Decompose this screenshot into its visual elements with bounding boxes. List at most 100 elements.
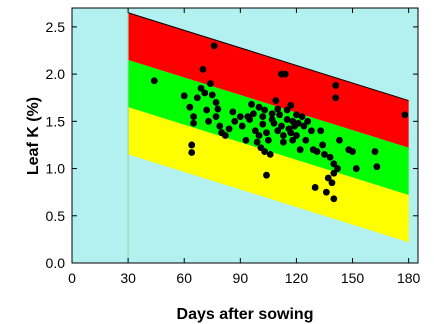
data-point	[330, 169, 338, 177]
data-point	[328, 179, 336, 187]
data-point	[190, 113, 197, 121]
data-point	[279, 132, 287, 139]
data-point	[281, 70, 289, 78]
data-point	[266, 150, 274, 158]
data-point	[250, 110, 257, 118]
data-point	[293, 111, 300, 119]
data-point	[319, 141, 327, 149]
data-point	[298, 113, 306, 121]
data-point	[261, 106, 269, 114]
data-point	[349, 148, 356, 155]
x-tick-label: 0	[68, 270, 76, 286]
data-point	[231, 117, 239, 125]
data-point	[255, 103, 263, 111]
data-point	[352, 165, 360, 172]
data-point	[278, 122, 285, 130]
data-point	[251, 127, 259, 135]
data-point	[287, 129, 295, 137]
data-point	[242, 136, 250, 144]
y-tick-label: 1.5	[46, 113, 66, 129]
y-tick-label: 1.0	[46, 161, 66, 177]
data-point	[259, 113, 267, 121]
data-point	[294, 119, 302, 127]
data-point	[326, 153, 334, 161]
data-point	[302, 136, 310, 144]
data-point	[263, 171, 270, 179]
data-point	[208, 91, 216, 99]
x-axis-ticks: 0 30 60 90 120 150 180	[68, 8, 421, 286]
data-point	[246, 116, 254, 123]
data-point	[307, 127, 315, 135]
data-point	[264, 136, 272, 144]
data-point	[304, 117, 312, 125]
x-tick-label: 120	[285, 270, 309, 286]
data-point	[238, 122, 246, 130]
y-tick-label: 2.0	[46, 66, 66, 82]
data-point	[324, 174, 332, 182]
data-point	[332, 82, 340, 89]
upper-boundary-line	[127, 12, 409, 102]
data-point	[268, 110, 276, 118]
data-point	[190, 119, 197, 127]
x-tick-label: 30	[120, 270, 136, 286]
data-point	[274, 105, 282, 113]
data-point	[253, 138, 261, 146]
data-point	[259, 120, 267, 128]
data-point	[272, 97, 280, 104]
data-point	[221, 132, 229, 139]
data-point	[322, 188, 330, 196]
data-point	[296, 146, 304, 154]
data-point	[193, 94, 201, 102]
data-point	[373, 163, 381, 171]
data-point	[330, 195, 338, 203]
plot-frame	[71, 7, 419, 264]
y-tick-label: 0.0	[46, 255, 66, 271]
data-point	[334, 165, 341, 172]
y-axis-ticks: 0.0 0.5 1.0 1.5 2.0 2.5	[46, 19, 418, 271]
data-point	[212, 99, 220, 106]
data-point	[283, 116, 291, 123]
data-point	[317, 127, 325, 135]
data-points-layer	[150, 42, 409, 203]
green-zone	[128, 59, 409, 195]
data-point	[279, 138, 287, 146]
data-point	[188, 141, 196, 149]
data-point	[289, 136, 297, 144]
data-point	[150, 77, 158, 85]
x-tick-label: 150	[341, 270, 365, 286]
data-point	[225, 125, 233, 133]
data-point	[248, 100, 255, 108]
data-point	[216, 122, 224, 130]
y-tick-label: 2.5	[46, 19, 66, 35]
data-point	[274, 127, 282, 135]
data-point	[203, 106, 211, 114]
data-point	[236, 113, 244, 121]
data-point	[330, 160, 338, 168]
y-axis-title: Leaf K (%)	[25, 97, 42, 175]
data-point	[321, 150, 328, 158]
data-point	[283, 106, 291, 114]
data-point	[199, 65, 207, 73]
data-point	[207, 80, 214, 87]
data-point	[229, 108, 237, 116]
x-axis-title: Days after sowing	[177, 306, 314, 323]
data-point	[201, 89, 209, 97]
x-tick-label: 90	[233, 270, 249, 286]
data-point	[214, 105, 222, 113]
x-tick-label: 60	[176, 270, 192, 286]
data-point	[287, 101, 295, 109]
data-point	[270, 119, 278, 127]
data-point	[371, 148, 379, 155]
data-point	[293, 132, 300, 139]
data-point	[188, 149, 196, 156]
data-point	[311, 184, 319, 191]
data-point	[197, 84, 205, 92]
data-point	[332, 94, 340, 102]
data-point	[261, 148, 269, 155]
data-point	[336, 136, 343, 144]
data-point	[186, 103, 194, 111]
data-point	[255, 132, 263, 139]
data-point	[212, 113, 220, 121]
data-point	[180, 92, 188, 100]
